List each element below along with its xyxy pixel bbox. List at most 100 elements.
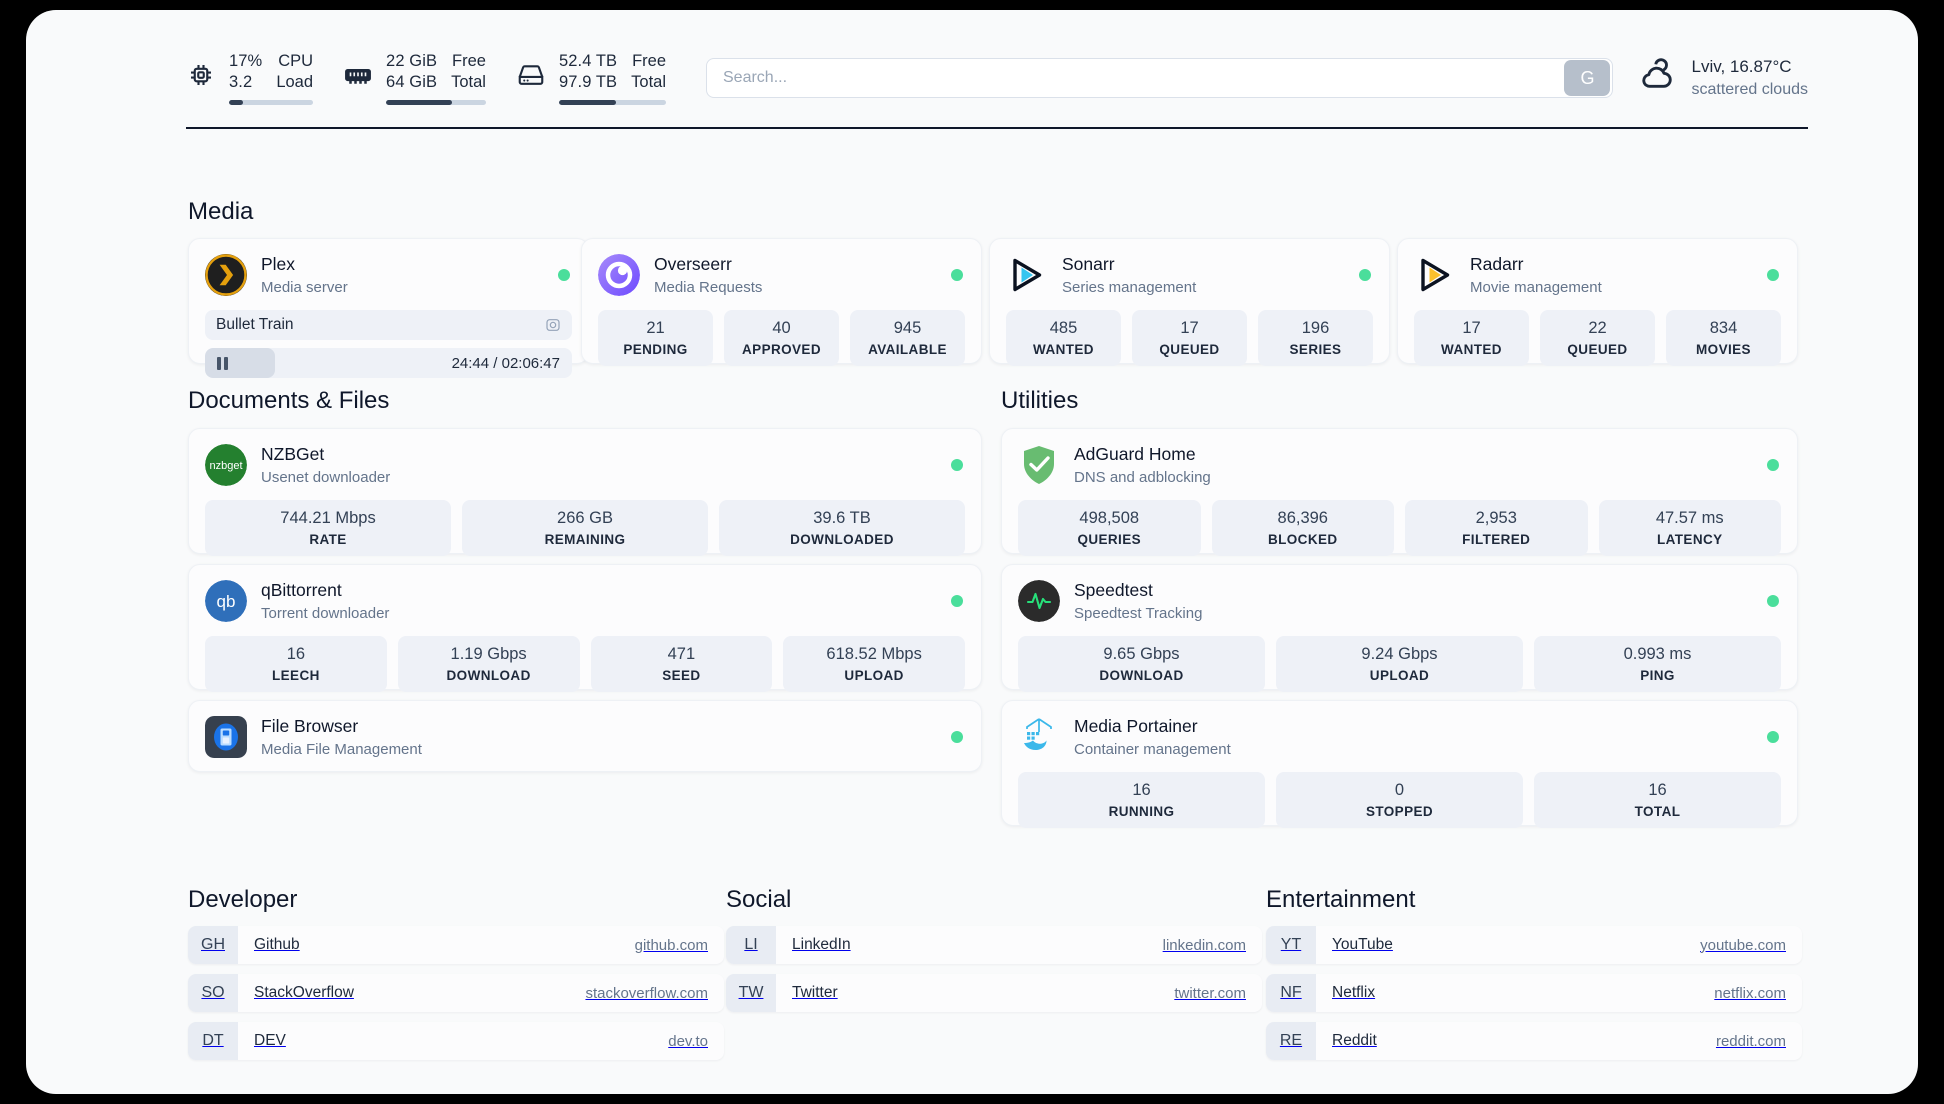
ram-meter [386, 100, 486, 106]
stat-value: 945 [893, 319, 922, 338]
stat-value: 1.19 Gbps [450, 645, 527, 664]
stat-tile: 2,953 FILTERED [1405, 500, 1588, 556]
card-nzbget[interactable]: nzbget NZBGet Usenet downloader 744.21 M… [188, 428, 982, 556]
stat-tile: 498,508 QUERIES [1018, 500, 1201, 556]
search-bar[interactable]: G [706, 58, 1614, 98]
radarr-icon [1414, 254, 1456, 296]
now-playing-bar[interactable]: Bullet Train [205, 310, 572, 341]
bookmark-url: reddit.com [1715, 1032, 1786, 1050]
ram-icon [343, 60, 373, 90]
app-description: Series management [1062, 278, 1197, 296]
stat-group: 16 RUNNING 0 STOPPED 16 TOTAL [1018, 772, 1781, 828]
card-radarr[interactable]: Radarr Movie management 17 WANTED 22 QUE… [1397, 238, 1798, 366]
app-description: Container management [1074, 740, 1231, 758]
status-indicator-online [951, 269, 963, 282]
stat-value: 16 [286, 645, 306, 664]
app-description: Torrent downloader [261, 604, 390, 622]
card-plex[interactable]: Plex Media server Bullet Train 24:44 / 0… [188, 238, 589, 379]
status-indicator-online [951, 595, 963, 608]
card-overseerr[interactable]: Overseerr Media Requests 21 PENDING 40 A… [581, 238, 982, 366]
bookmark-youtube[interactable]: YT YouTube youtube.com [1266, 926, 1802, 964]
stat-tile: 485 WANTED [1006, 310, 1121, 366]
bookmark-tag: TW [726, 974, 776, 1012]
bookmark-url: linkedin.com [1162, 936, 1246, 954]
card-qbittorrent[interactable]: qb qBittorrent Torrent downloader 16 LEE… [188, 564, 982, 692]
status-indicator-online [1767, 459, 1779, 472]
cast-icon[interactable] [545, 317, 561, 333]
app-name: Sonarr [1062, 254, 1115, 274]
stat-label: TOTAL [1634, 803, 1681, 819]
stat-tile: 21 PENDING [598, 310, 713, 366]
speedtest-icon [1018, 580, 1060, 623]
bookmark-url: dev.to [668, 1032, 708, 1050]
stat-label: QUERIES [1077, 531, 1142, 547]
stat-tile: 16 RUNNING [1018, 772, 1265, 828]
card-sonarr[interactable]: Sonarr Series management 485 WANTED 17 Q… [989, 238, 1390, 366]
stat-group: 744.21 Mbps RATE 266 GB REMAINING 39.6 T… [205, 500, 965, 556]
bookmark-name: Reddit [1332, 1032, 1377, 1049]
card-portainer[interactable]: Media Portainer Container management 16 … [1001, 700, 1798, 828]
search-engine-button[interactable]: G [1564, 60, 1611, 96]
section-title-social: Social [726, 886, 792, 913]
stat-tile: 1.19 Gbps DOWNLOAD [397, 636, 580, 692]
playback-progress[interactable]: 24:44 / 02:06:47 [205, 348, 572, 379]
stat-value: 22 [1588, 319, 1607, 338]
bookmark-netflix[interactable]: NF Netflix netflix.com [1266, 974, 1802, 1012]
bookmark-github[interactable]: GH Github github.com [188, 926, 724, 964]
stat-tile: 47.57 ms LATENCY [1598, 500, 1781, 556]
bookmark-tag: YT [1266, 926, 1316, 964]
card-speedtest[interactable]: Speedtest Speedtest Tracking 9.65 Gbps D… [1001, 564, 1798, 692]
search-input[interactable] [707, 59, 1565, 97]
stat-tile: 9.24 Gbps UPLOAD [1276, 636, 1523, 692]
bookmark-linkedin[interactable]: LI LinkedIn linkedin.com [726, 926, 1262, 964]
stat-value: 266 GB [557, 509, 613, 528]
disk-free-value: 52.4 TB [558, 51, 618, 70]
svg-text:nzbget: nzbget [209, 460, 242, 472]
cpu-usage-label: CPU [278, 51, 314, 70]
stat-label: DOWNLOADED [790, 531, 894, 547]
card-header: AdGuard Home DNS and adblocking [1018, 443, 1781, 487]
stat-label: DOWNLOAD [446, 667, 531, 683]
stat-value: 471 [667, 645, 696, 664]
bookmark-dev[interactable]: DT DEV dev.to [188, 1022, 724, 1060]
disk-meter [558, 100, 666, 106]
resource-cpu: 17% 3.2 CPU Load [186, 51, 314, 106]
bookmark-tag: GH [188, 926, 238, 964]
plex-icon [205, 254, 247, 297]
bookmark-twitter[interactable]: TW Twitter twitter.com [726, 974, 1262, 1012]
stat-label: QUEUED [1159, 341, 1220, 357]
bookmark-tag: DT [188, 1022, 238, 1060]
status-indicator-online [1767, 595, 1779, 608]
card-adguard[interactable]: AdGuard Home DNS and adblocking 498,508 … [1001, 428, 1798, 556]
status-indicator-online [1767, 269, 1779, 282]
weather-widget[interactable]: Lviv, 16.87°C scattered clouds [1639, 56, 1808, 101]
card-filebrowser[interactable]: File Browser Media File Management [188, 700, 982, 772]
stat-label: SEED [662, 667, 701, 683]
stat-value: 16 [1132, 781, 1151, 800]
adguard-shield-icon [1018, 444, 1060, 486]
card-header: Media Portainer Container management [1018, 715, 1781, 759]
stat-label: AVAILABLE [868, 341, 947, 357]
now-playing-title: Bullet Train [216, 316, 294, 334]
stat-tile: 945 AVAILABLE [850, 310, 965, 366]
app-name: Radarr [1470, 254, 1524, 274]
stat-tile: 16 LEECH [205, 636, 387, 692]
docker-whale-icon [1018, 716, 1060, 758]
app-name: AdGuard Home [1074, 444, 1196, 464]
section-title-documents: Documents & Files [188, 387, 390, 414]
bookmark-name: StackOverflow [254, 984, 354, 1001]
cpu-meter [229, 100, 314, 106]
stat-label: RUNNING [1108, 803, 1175, 819]
stat-label: LEECH [271, 667, 320, 683]
stat-tile: 9.65 Gbps DOWNLOAD [1018, 636, 1265, 692]
pause-icon[interactable] [217, 356, 228, 370]
stat-tile: 744.21 Mbps RATE [205, 500, 451, 556]
bookmark-reddit[interactable]: RE Reddit reddit.com [1266, 1022, 1802, 1060]
bookmark-stackoverflow[interactable]: SO StackOverflow stackoverflow.com [188, 974, 724, 1012]
card-header: Plex Media server [205, 253, 572, 297]
stat-tile: 17 QUEUED [1132, 310, 1247, 366]
stat-value: 9.24 Gbps [1361, 645, 1438, 664]
bookmark-tag: SO [188, 974, 238, 1012]
stat-tile: 40 APPROVED [724, 310, 839, 366]
status-indicator-online [1767, 731, 1779, 744]
